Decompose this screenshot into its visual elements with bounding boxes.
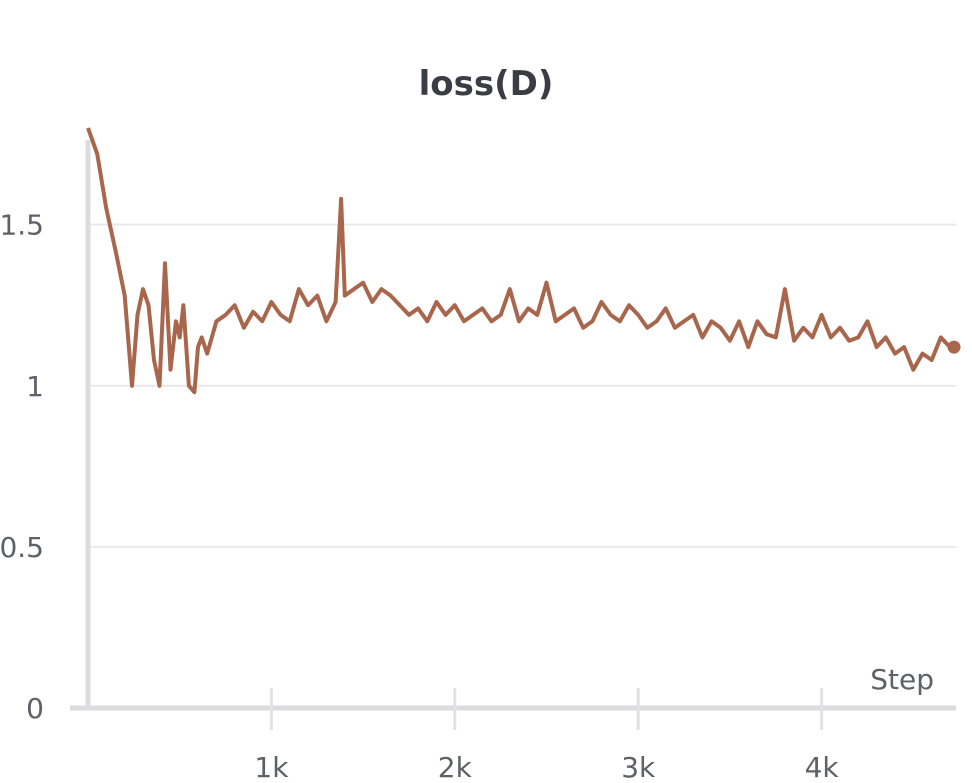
x-tick-label: 1k <box>254 751 289 783</box>
x-tick-label: 4k <box>805 751 840 783</box>
axes <box>70 140 956 730</box>
x-tick-labels: 1k 2k 3k 4k <box>254 751 839 783</box>
series-layer <box>86 127 961 395</box>
series-line <box>86 127 952 395</box>
y-tick-labels: 0 0.5 1 1.5 <box>0 209 44 725</box>
chart-title: loss(D) <box>419 64 554 104</box>
x-tick-label: 2k <box>438 751 473 783</box>
series-end-marker <box>947 340 961 354</box>
x-tick-label: 3k <box>621 751 656 783</box>
y-tick-label: 0 <box>26 692 44 725</box>
x-axis-label: Step <box>870 663 934 696</box>
y-tick-label: 1 <box>26 370 44 403</box>
grid-lines <box>88 223 956 548</box>
y-tick-label: 0.5 <box>0 531 44 564</box>
y-tick-label: 1.5 <box>0 209 44 242</box>
